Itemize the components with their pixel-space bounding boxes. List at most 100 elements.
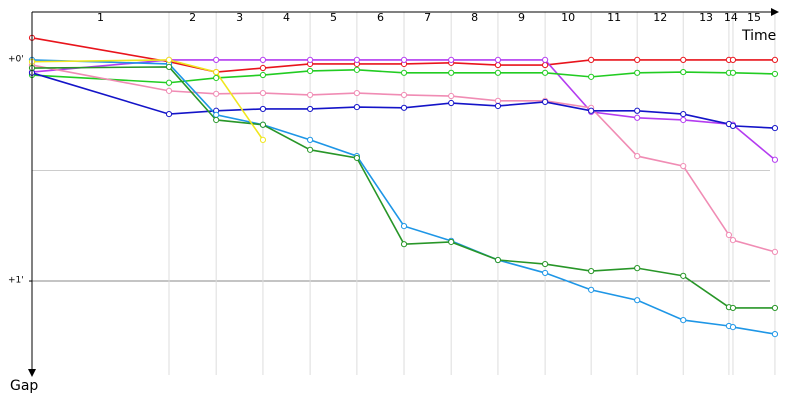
- series-line: [31, 59, 776, 161]
- point: [729, 304, 737, 312]
- lap-label: 5: [330, 11, 337, 24]
- point: [307, 56, 314, 64]
- lap-label: 11: [607, 11, 621, 24]
- point: [542, 61, 549, 69]
- point: [400, 241, 408, 248]
- point: [448, 69, 455, 76]
- point: [542, 98, 549, 106]
- point: [771, 330, 779, 338]
- point: [353, 154, 360, 162]
- point: [771, 56, 779, 64]
- point: [165, 87, 173, 94]
- point: [259, 89, 267, 97]
- point: [680, 56, 687, 64]
- point: [448, 56, 455, 64]
- point: [213, 116, 220, 124]
- point: [588, 73, 595, 80]
- point: [353, 66, 360, 73]
- point: [213, 68, 220, 76]
- series-line: [31, 64, 776, 253]
- series-line: [31, 69, 775, 84]
- point: [729, 122, 737, 129]
- lap-label: 6: [377, 11, 384, 24]
- point: [680, 68, 687, 76]
- point: [448, 238, 455, 246]
- point: [634, 114, 641, 121]
- lap-label: 2: [189, 11, 196, 24]
- point: [729, 323, 737, 331]
- point: [542, 260, 549, 268]
- point: [259, 64, 267, 72]
- point: [729, 237, 737, 244]
- plot: [28, 34, 779, 338]
- point: [400, 104, 408, 111]
- point: [448, 99, 455, 107]
- point: [588, 107, 595, 114]
- lap-label: 13: [699, 11, 713, 24]
- y-axis-label: Gap: [10, 378, 38, 394]
- point: [165, 63, 173, 71]
- point: [165, 110, 173, 118]
- point: [771, 156, 779, 163]
- point: [259, 71, 267, 79]
- lap-label: 4: [283, 11, 290, 24]
- lap-label: 14: [724, 11, 738, 24]
- point: [307, 105, 314, 113]
- point: [771, 304, 779, 312]
- point: [771, 70, 779, 78]
- point: [400, 69, 408, 76]
- point: [542, 69, 549, 76]
- point: [259, 105, 267, 113]
- point: [542, 269, 549, 277]
- point: [259, 56, 267, 64]
- lap-label: 10: [561, 11, 575, 24]
- point: [634, 152, 641, 160]
- point: [494, 102, 502, 110]
- y-tick-label: +0': [8, 54, 24, 64]
- point: [259, 121, 267, 128]
- point: [494, 61, 502, 69]
- lap-label: 3: [236, 11, 243, 24]
- point: [259, 136, 267, 143]
- point: [588, 267, 595, 275]
- point: [213, 111, 220, 118]
- point: [213, 56, 220, 64]
- x-axis-label: Time: [741, 28, 776, 44]
- point: [165, 56, 173, 64]
- point: [771, 124, 779, 132]
- point: [307, 67, 314, 75]
- y-tick-label: +1': [8, 276, 24, 286]
- point: [634, 297, 641, 304]
- point: [634, 56, 641, 64]
- point: [213, 90, 220, 97]
- point: [400, 56, 408, 64]
- point: [353, 56, 360, 64]
- point: [729, 69, 737, 76]
- point: [494, 97, 502, 104]
- series-line: [31, 59, 776, 335]
- lap-label: 1: [97, 11, 104, 24]
- point: [680, 116, 687, 124]
- point: [307, 146, 314, 153]
- point: [353, 103, 360, 111]
- point: [400, 223, 408, 230]
- point: [634, 107, 641, 114]
- series-line: [31, 72, 775, 129]
- point: [634, 265, 641, 272]
- point: [400, 91, 408, 99]
- lap-label: 12: [653, 11, 667, 24]
- point: [680, 272, 687, 279]
- point: [634, 69, 641, 76]
- lap-label: 8: [471, 11, 478, 24]
- point: [680, 110, 687, 118]
- point: [771, 248, 779, 256]
- point: [307, 91, 314, 99]
- point: [725, 231, 733, 239]
- point: [213, 74, 220, 82]
- grid: +0'+1'1 2 3 4 5 6 7 8 9 10 11 12 13 14 15: [8, 11, 776, 375]
- point: [680, 162, 687, 170]
- series-line: [31, 66, 775, 309]
- point: [588, 56, 595, 64]
- point: [729, 56, 737, 64]
